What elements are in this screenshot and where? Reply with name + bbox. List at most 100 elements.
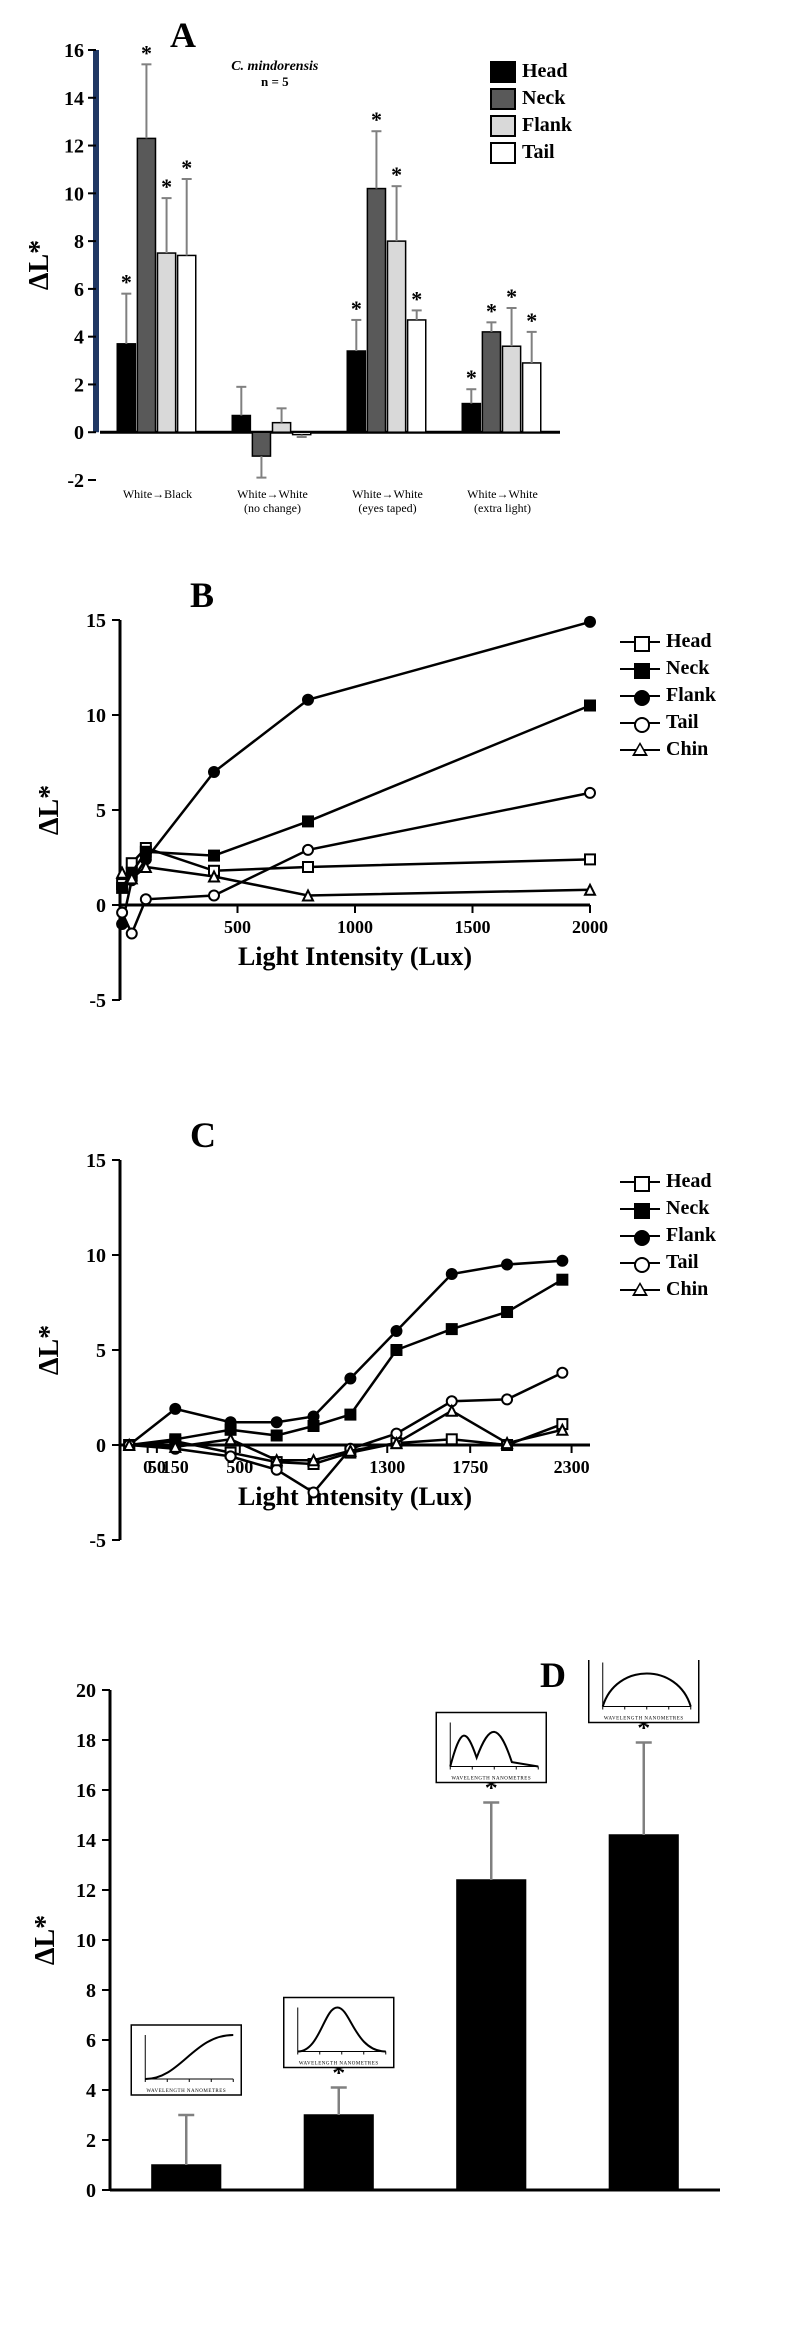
svg-text:150: 150 — [162, 1457, 189, 1477]
svg-text:ΔL*: ΔL* — [24, 240, 55, 290]
legend-item: Flank — [620, 1224, 716, 1247]
legend-label: Head — [522, 60, 568, 83]
svg-text:(eyes taped): (eyes taped) — [358, 501, 416, 515]
svg-text:White→White: White→White — [237, 487, 308, 501]
svg-text:15: 15 — [86, 610, 106, 632]
marker-icon — [620, 1282, 660, 1298]
legend-item: Neck — [490, 87, 572, 110]
svg-text:15: 15 — [86, 1150, 106, 1172]
svg-text:0: 0 — [96, 895, 106, 917]
legend-item: Head — [620, 630, 716, 653]
svg-text:2000: 2000 — [572, 917, 608, 937]
svg-text:ΔL*: ΔL* — [34, 1325, 65, 1375]
svg-text:16: 16 — [76, 1780, 96, 1802]
svg-text:*: * — [351, 296, 362, 321]
legend-item: Tail — [620, 711, 716, 734]
svg-text:1000: 1000 — [337, 917, 373, 937]
svg-text:*: * — [486, 298, 497, 323]
legend-item: Chin — [620, 738, 716, 761]
marker-icon — [620, 1174, 660, 1190]
legend-label: Chin — [666, 1278, 708, 1301]
panel-b-chart: -5051015ΔL*500100015002000Light Intensit… — [20, 580, 620, 1080]
panel-a: A -20246810121416ΔL*****White→BlackWhite… — [20, 20, 780, 540]
panel-c-chart: -5051015ΔL*050150500130017502300Light In… — [20, 1120, 620, 1620]
svg-text:1750: 1750 — [452, 1457, 488, 1477]
legend-label: Chin — [666, 738, 708, 761]
svg-text:*: * — [371, 107, 382, 132]
svg-text:0: 0 — [96, 1435, 106, 1457]
svg-text:*: * — [161, 174, 172, 199]
svg-text:*: * — [181, 155, 192, 180]
svg-text:14: 14 — [64, 88, 84, 110]
swatch-icon — [490, 142, 516, 164]
svg-text:4: 4 — [74, 327, 84, 349]
svg-text:*: * — [506, 284, 517, 309]
svg-text:2: 2 — [86, 2130, 96, 2152]
svg-text:10: 10 — [64, 183, 84, 205]
legend-label: Tail — [522, 141, 555, 164]
marker-icon — [620, 1201, 660, 1217]
svg-text:-2: -2 — [67, 470, 84, 492]
svg-text:-5: -5 — [89, 990, 106, 1012]
legend-label: Head — [666, 630, 712, 653]
panel-c: C -5051015ΔL*050150500130017502300Light … — [20, 1120, 780, 1620]
marker-icon — [620, 661, 660, 677]
svg-text:WAVELENGTH NANOMETRES: WAVELENGTH NANOMETRES — [604, 1717, 684, 1722]
panel-a-label: A — [170, 14, 196, 56]
panel-d: D 02468101214161820ΔL*WAVELENGTH NANOMET… — [20, 1660, 780, 2220]
legend-item: Tail — [490, 141, 572, 164]
panel-b: B -5051015ΔL*500100015002000Light Intens… — [20, 580, 780, 1080]
svg-text:C. mindorensis: C. mindorensis — [231, 59, 319, 74]
svg-text:8: 8 — [74, 231, 84, 253]
swatch-icon — [490, 61, 516, 83]
legend-label: Tail — [666, 711, 699, 734]
svg-text:10: 10 — [76, 1930, 96, 1952]
legend-label: Neck — [666, 657, 709, 680]
legend-label: Neck — [666, 1197, 709, 1220]
marker-icon — [620, 742, 660, 758]
legend-item: Tail — [620, 1251, 716, 1274]
svg-text:10: 10 — [86, 705, 106, 727]
svg-text:*: * — [526, 308, 537, 333]
marker-icon — [620, 715, 660, 731]
svg-text:14: 14 — [76, 1830, 96, 1852]
svg-text:5: 5 — [96, 800, 106, 822]
svg-text:18: 18 — [76, 1730, 96, 1752]
legend-label: Flank — [522, 114, 572, 137]
panel-b-label: B — [190, 574, 214, 616]
panel-d-label: D — [540, 1654, 566, 1696]
svg-text:(extra light): (extra light) — [474, 501, 531, 515]
svg-text:WAVELENGTH NANOMETRES: WAVELENGTH NANOMETRES — [146, 2089, 226, 2094]
svg-text:1500: 1500 — [455, 917, 491, 937]
svg-text:Light Intensity (Lux): Light Intensity (Lux) — [238, 1482, 472, 1511]
legend-label: Head — [666, 1170, 712, 1193]
svg-text:5: 5 — [96, 1340, 106, 1362]
marker-icon — [620, 688, 660, 704]
svg-text:6: 6 — [74, 279, 84, 301]
svg-text:16: 16 — [64, 40, 84, 62]
swatch-icon — [490, 88, 516, 110]
svg-text:WAVELENGTH NANOMETRES: WAVELENGTH NANOMETRES — [451, 1777, 531, 1782]
svg-text:White→Black: White→Black — [123, 487, 192, 501]
panel-d-chart: 02468101214161820ΔL*WAVELENGTH NANOMETRE… — [20, 1660, 740, 2220]
svg-text:White→White: White→White — [467, 487, 538, 501]
legend-item: Head — [620, 1170, 716, 1193]
svg-text:*: * — [466, 365, 477, 390]
svg-text:*: * — [121, 270, 132, 295]
svg-text:0: 0 — [74, 422, 84, 444]
svg-text:4: 4 — [86, 2080, 96, 2102]
legend-label: Flank — [666, 684, 716, 707]
svg-text:-5: -5 — [89, 1530, 106, 1552]
svg-text:500: 500 — [224, 917, 251, 937]
marker-icon — [620, 634, 660, 650]
legend-label: Flank — [666, 1224, 716, 1247]
legend-item: Head — [490, 60, 572, 83]
svg-text:6: 6 — [86, 2030, 96, 2052]
legend-item: Chin — [620, 1278, 716, 1301]
svg-text:12: 12 — [76, 1880, 96, 1902]
svg-text:8: 8 — [86, 1980, 96, 2002]
legend-label: Tail — [666, 1251, 699, 1274]
panel-b-legend: Head Neck Flank Tail Chin — [620, 630, 716, 765]
legend-item: Flank — [620, 684, 716, 707]
svg-text:2: 2 — [74, 374, 84, 396]
